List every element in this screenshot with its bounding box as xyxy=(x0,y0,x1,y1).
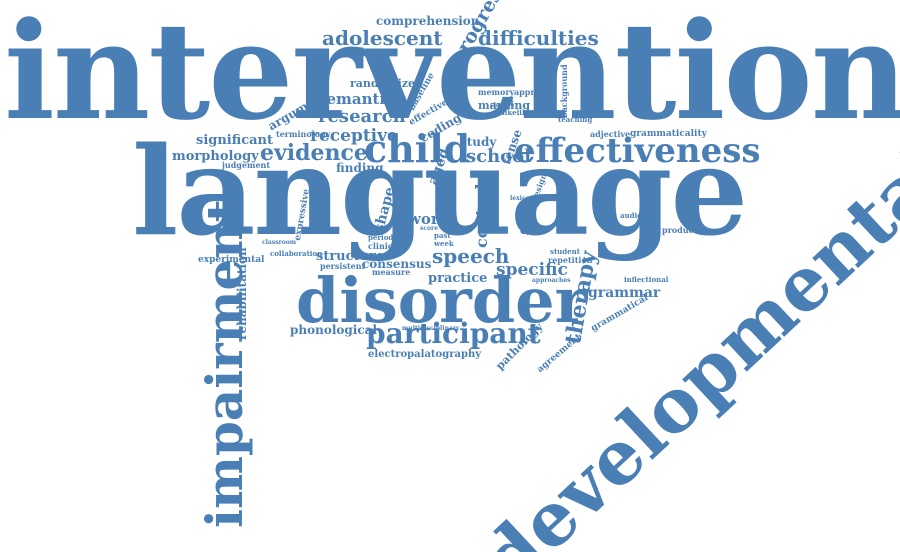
word-evidence: evidence xyxy=(260,140,368,166)
word-past: past xyxy=(434,231,451,240)
word-language: language xyxy=(132,119,748,263)
word-significant: significant xyxy=(196,133,273,148)
word-speech: speech xyxy=(432,244,510,268)
word-structure: structure xyxy=(316,249,385,264)
word-memory: memory xyxy=(478,87,515,97)
word-measure: measure xyxy=(372,267,411,277)
word-classroom: classroom xyxy=(262,239,297,246)
word-student: student xyxy=(550,247,580,256)
word-adjective: adjective xyxy=(590,129,631,139)
word-word: word xyxy=(408,210,450,228)
word-randomized: randomized xyxy=(350,77,423,90)
word-receptive: receptive xyxy=(310,126,398,146)
word-teaching: teaching xyxy=(558,115,593,124)
word-collaboration: collaboration xyxy=(270,249,323,258)
word-specific: specific xyxy=(496,260,568,280)
word-difficulties: difficulties xyxy=(478,26,599,50)
word-adolescent: adolescent xyxy=(322,26,443,50)
word-multidisciplinary: multidisciplinary xyxy=(402,325,460,332)
word-comprehension: comprehension xyxy=(376,14,480,28)
word-effectiveness: effectiveness xyxy=(514,131,761,171)
word-electropalatography: electropalatography xyxy=(368,349,482,360)
word-grammaticality: grammaticality xyxy=(630,129,707,139)
word-background: background xyxy=(559,64,569,118)
word-morphology: morphology xyxy=(172,149,259,164)
word-participant: participant xyxy=(366,317,541,350)
word-inflectional: inflectional xyxy=(624,275,669,284)
word-year: year xyxy=(396,221,413,230)
word-marking: marking xyxy=(478,99,531,112)
word-judgement: judgement xyxy=(222,160,271,170)
word-repetition: repetition xyxy=(548,255,593,265)
word-study: study xyxy=(460,135,497,149)
word-research: research xyxy=(318,106,406,127)
word-lexicon: lexicon xyxy=(510,195,534,202)
word-intervention: intervention xyxy=(4,0,900,150)
word-production: production xyxy=(662,225,712,235)
word-phonological: phonological xyxy=(290,323,377,337)
word-audiology: audiology xyxy=(620,211,659,220)
word-terminology: terminology xyxy=(276,129,331,139)
word-finding: finding xyxy=(336,161,384,175)
word-likelihood: likelihood xyxy=(502,108,542,117)
word-grammar: grammar xyxy=(588,285,661,301)
word-change: change xyxy=(490,102,515,109)
word-control: control xyxy=(472,183,491,248)
word-disorder: disorder xyxy=(296,264,588,337)
word-rehabilitation: rehabilitation xyxy=(235,247,249,340)
word-practice: practice xyxy=(428,271,488,286)
word-experimental: experimental xyxy=(198,255,265,265)
word-clinical: clinical xyxy=(368,241,401,251)
word-child: child xyxy=(364,126,471,171)
word-persistent: persistent xyxy=(320,261,366,271)
word-approaches: approaches xyxy=(532,277,571,284)
word-period: period xyxy=(368,233,394,242)
word-semantic: semantic xyxy=(318,90,395,108)
word-approach: approach xyxy=(514,87,556,97)
word-week: week xyxy=(434,239,454,248)
word-score: score xyxy=(420,225,439,232)
word-linguistic: linguistic xyxy=(330,76,335,77)
word-consensus: consensus xyxy=(362,257,432,271)
word-school: school xyxy=(466,146,532,167)
